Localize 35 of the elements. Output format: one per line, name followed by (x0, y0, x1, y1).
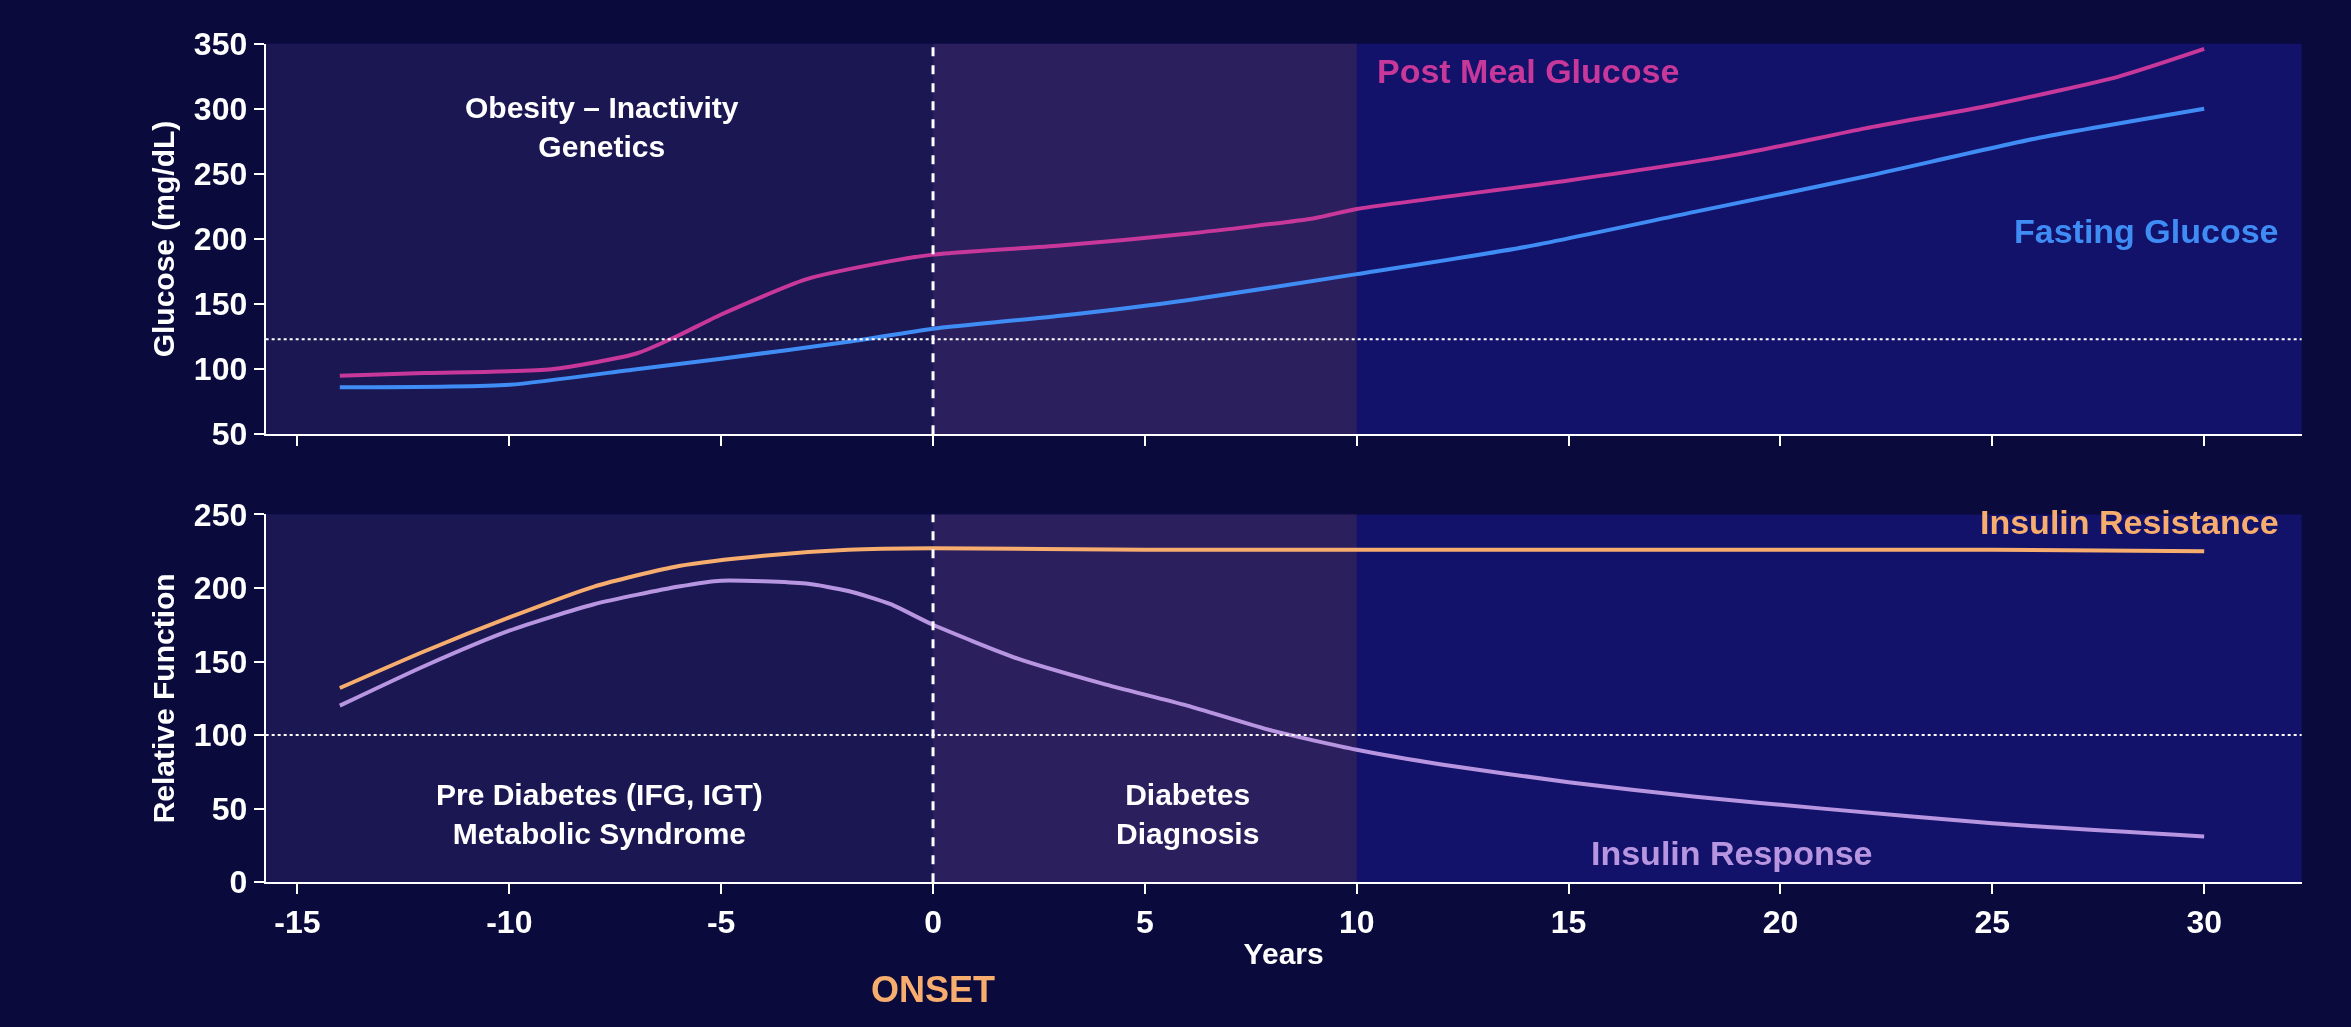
annotation: Pre Diabetes (IFG, IGT) Metabolic Syndrome (436, 778, 763, 850)
x-tick-label: 15 (1550, 903, 1587, 940)
y-tick-label: 100 (193, 717, 248, 754)
series-label: Insulin Response (1591, 834, 1873, 872)
y-tick-label: 200 (193, 570, 248, 607)
y-axis-title: Relative Function (147, 573, 181, 824)
series-label: Insulin Resistance (1980, 503, 2279, 541)
y-tick-label: 350 (193, 25, 248, 62)
x-tick-label: 25 (1974, 903, 2011, 940)
x-axis-title: Years (1243, 936, 1324, 970)
x-tick-label: -10 (486, 903, 533, 940)
y-tick-label: 150 (193, 286, 248, 323)
text: ONSET (871, 969, 996, 1010)
text: Post Meal Glucose (1377, 52, 1680, 90)
x-tick-label: -15 (274, 903, 321, 940)
annotation: Obesity – Inactivity Genetics (465, 91, 739, 163)
y-tick-label: 200 (193, 221, 248, 258)
series-label: Fasting Glucose (2014, 212, 2279, 250)
x-tick-label: -5 (706, 903, 736, 940)
y-tick-label: 250 (193, 156, 248, 193)
y-tick-label: 300 (193, 91, 248, 128)
x-tick-label: 30 (2186, 903, 2222, 940)
x-tick-label: 5 (1135, 903, 1154, 940)
y-axis-title: Glucose (mg/dL) (147, 120, 181, 358)
annotation: Diabetes Diagnosis (1116, 778, 1260, 850)
y-tick-label: 150 (193, 643, 248, 680)
y-tick-label: 0 (229, 864, 248, 901)
y-tick-label: 100 (193, 351, 248, 388)
y-tick-label: 250 (193, 496, 248, 533)
x-tick-label: 20 (1762, 903, 1799, 940)
line-series (337, 546, 2207, 691)
x-tick-label: 0 (924, 903, 942, 940)
y-tick-label: 50 (211, 790, 248, 827)
x-tick-label: 10 (1338, 903, 1375, 940)
y-tick-label: 50 (211, 416, 248, 453)
